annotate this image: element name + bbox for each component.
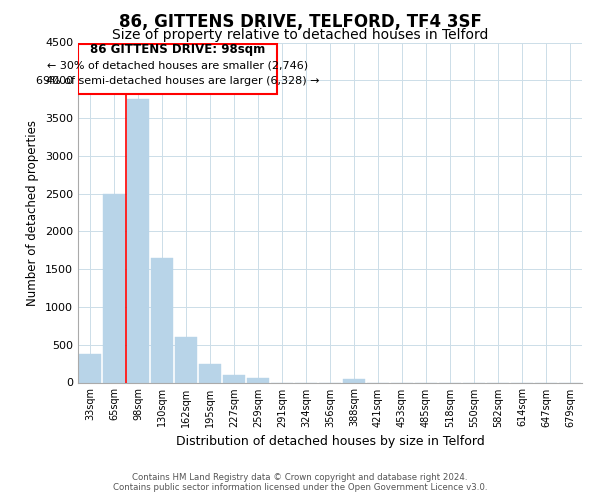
X-axis label: Distribution of detached houses by size in Telford: Distribution of detached houses by size … <box>176 435 484 448</box>
Text: Size of property relative to detached houses in Telford: Size of property relative to detached ho… <box>112 28 488 42</box>
Bar <box>127 99 149 382</box>
Bar <box>103 194 125 382</box>
Bar <box>175 337 197 382</box>
Y-axis label: Number of detached properties: Number of detached properties <box>26 120 40 306</box>
Bar <box>223 375 245 382</box>
Bar <box>247 378 269 382</box>
Text: ← 30% of detached houses are smaller (2,746): ← 30% of detached houses are smaller (2,… <box>47 60 308 70</box>
Bar <box>151 258 173 382</box>
Text: 86, GITTENS DRIVE, TELFORD, TF4 3SF: 86, GITTENS DRIVE, TELFORD, TF4 3SF <box>119 12 481 30</box>
Bar <box>199 364 221 382</box>
Bar <box>343 379 365 382</box>
Text: Contains HM Land Registry data © Crown copyright and database right 2024.
Contai: Contains HM Land Registry data © Crown c… <box>113 473 487 492</box>
Bar <box>79 354 101 382</box>
FancyBboxPatch shape <box>79 44 277 94</box>
Text: 86 GITTENS DRIVE: 98sqm: 86 GITTENS DRIVE: 98sqm <box>90 43 265 56</box>
Text: 69% of semi-detached houses are larger (6,328) →: 69% of semi-detached houses are larger (… <box>36 76 320 86</box>
